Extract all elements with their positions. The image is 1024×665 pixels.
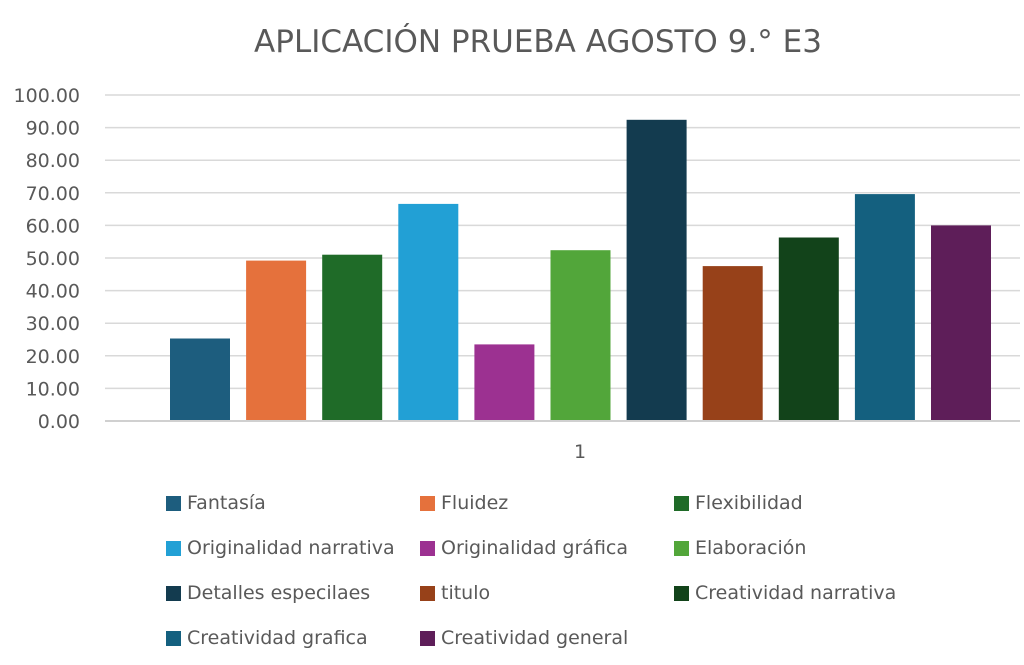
legend-item: Elaboración (674, 535, 806, 561)
bar-creatividad-general (931, 225, 991, 421)
y-tick-label: 50.00 (26, 248, 80, 270)
legend-swatch (674, 540, 689, 556)
bar-flexibilidad (322, 254, 383, 421)
bar-elaboración (550, 250, 611, 421)
legend-item: Fluidez (420, 490, 508, 516)
legend-item: Flexibilidad (674, 490, 803, 516)
legend-label: Elaboración (695, 537, 807, 559)
x-tick-label: 1 (574, 441, 586, 463)
legend-swatch (420, 540, 435, 556)
legend-swatch (166, 495, 181, 511)
y-tick-label: 70.00 (26, 183, 80, 205)
bar-originalidad-narrativa (398, 203, 459, 421)
legend-swatch (674, 585, 689, 601)
legend-label: Detalles especilaes (187, 582, 371, 604)
legend-swatch (420, 630, 435, 646)
bar-fluidez (246, 260, 307, 421)
legend-item: Fantasía (166, 490, 266, 516)
bar-originalidad-gráfica (474, 344, 535, 421)
y-tick-label: 90.00 (26, 118, 80, 140)
legend-item: Detalles especilaes (166, 580, 370, 606)
legend-label: Creatividad grafica (187, 627, 368, 649)
y-tick-label: 30.00 (26, 313, 80, 335)
legend-swatch (166, 540, 181, 556)
bar-creatividad-grafica (854, 194, 915, 421)
legend-label: Flexibilidad (695, 492, 803, 514)
bars (170, 119, 991, 422)
legend-swatch (420, 585, 435, 601)
legend-item: Originalidad gráfica (420, 535, 628, 561)
y-tick-label: 100.00 (14, 85, 80, 107)
bar-detalles-especilaes (626, 119, 687, 422)
y-tick-label: 10.00 (26, 378, 80, 400)
legend-label: Creatividad narrativa (695, 582, 897, 604)
y-tick-label: 0.00 (38, 411, 80, 433)
y-tick-label: 60.00 (26, 215, 80, 237)
bar-fantasía (170, 338, 230, 421)
legend-swatch (166, 630, 181, 646)
chart-title: APLICACIÓN PRUEBA AGOSTO 9.° E3 (254, 23, 822, 60)
legend-label: Originalidad narrativa (187, 537, 395, 559)
bar-creatividad-narrativa (778, 237, 839, 421)
legend-item: Originalidad narrativa (166, 535, 395, 561)
legend-swatch (420, 495, 435, 511)
legend-item: titulo (420, 580, 490, 606)
y-tick-label: 80.00 (26, 150, 80, 172)
legend-label: Originalidad gráfica (441, 537, 629, 559)
y-tick-label: 20.00 (26, 346, 80, 368)
legend-label: Fluidez (441, 492, 509, 514)
legend-item: Creatividad general (420, 625, 628, 651)
legend-swatch (674, 495, 689, 511)
y-axis: 0.00 10.00 20.00 30.00 40.00 50.00 60.00 70.00 8… (14, 85, 80, 433)
y-tick-label: 40.00 (26, 281, 80, 303)
bar-chart: APLICACIÓN PRUEBA AGOSTO 9.° E3 0.0010.0… (14, 23, 1020, 463)
legend-label: titulo (441, 582, 491, 604)
legend-item: Creatividad grafica (166, 625, 368, 651)
legend-label: Creatividad general (441, 627, 629, 649)
legend-swatch (166, 585, 181, 601)
legend-label: Fantasía (187, 492, 266, 514)
bar-titulo (702, 266, 763, 421)
legend-item: Creatividad narrativa (674, 580, 896, 606)
